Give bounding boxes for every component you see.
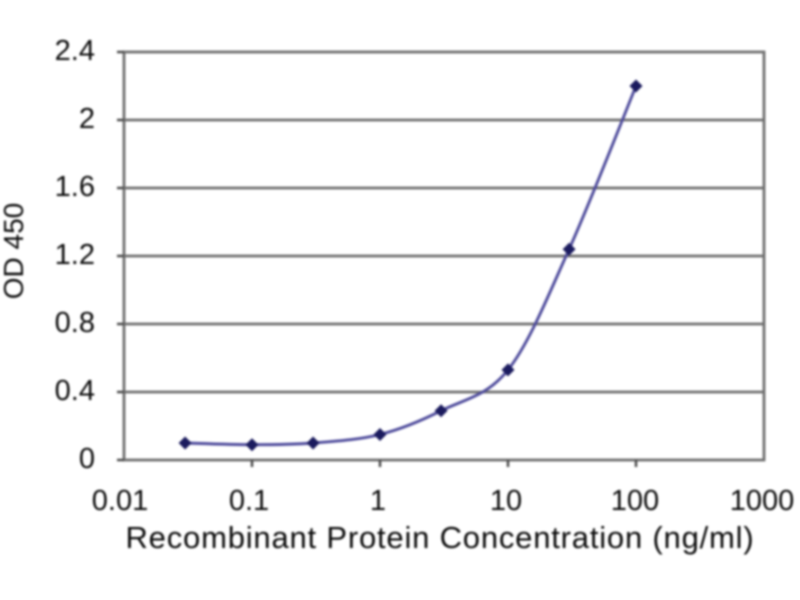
- svg-text:1.6: 1.6: [55, 171, 95, 203]
- svg-text:0.1: 0.1: [229, 485, 269, 517]
- svg-text:0.8: 0.8: [55, 307, 95, 339]
- svg-text:2: 2: [79, 103, 95, 135]
- svg-text:1.2: 1.2: [55, 239, 95, 271]
- svg-text:1000: 1000: [730, 485, 795, 517]
- svg-text:10: 10: [490, 485, 522, 517]
- svg-text:OD 450: OD 450: [0, 203, 29, 300]
- svg-text:1: 1: [370, 485, 386, 517]
- svg-text:0: 0: [79, 443, 95, 475]
- svg-text:Recombinant Protein Concentrat: Recombinant Protein Concentration (ng/ml…: [126, 520, 755, 555]
- svg-text:0.01: 0.01: [92, 485, 148, 517]
- svg-text:0.4: 0.4: [55, 375, 95, 407]
- svg-text:100: 100: [611, 485, 659, 517]
- svg-text:2.4: 2.4: [55, 35, 95, 67]
